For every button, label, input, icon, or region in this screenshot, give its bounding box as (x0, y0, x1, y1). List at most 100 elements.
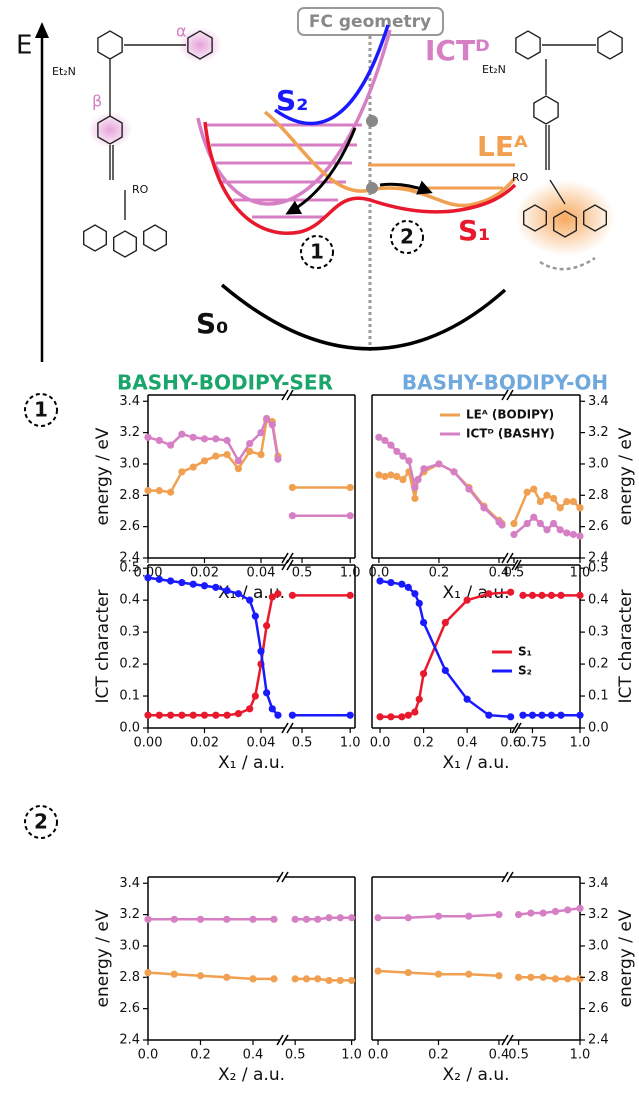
y-tick-label: 2.6 (588, 519, 609, 534)
y-tick-label: 0.2 (588, 657, 609, 672)
s0-curve (220, 283, 507, 351)
data-point (249, 975, 257, 983)
x-tick-label: 0.00 (134, 736, 163, 751)
fc-point (366, 115, 378, 127)
series-line (380, 590, 511, 719)
axis-break (286, 389, 294, 401)
data-point (291, 915, 299, 923)
data-point (420, 465, 428, 473)
x-tick-label: 1.0 (341, 1048, 362, 1063)
data-point (399, 452, 407, 460)
axis-break (514, 722, 522, 734)
molecule-label: RO (132, 183, 149, 196)
data-point (576, 711, 584, 719)
x-tick-label: 0.02 (190, 736, 219, 751)
x-axis-label: X₁ / a.u. (443, 753, 510, 773)
x-tick-label: 0.5 (504, 566, 525, 581)
x-axis-label: X₂ / a.u. (443, 1065, 510, 1085)
data-point (246, 705, 254, 713)
data-point (404, 711, 412, 719)
data-point (405, 457, 413, 465)
data-point (166, 711, 175, 719)
data-point (144, 711, 152, 719)
data-point (348, 914, 356, 922)
state-label: LEᴬ (477, 130, 528, 163)
energy-arrowhead (35, 22, 49, 38)
data-point (404, 969, 412, 977)
data-point (212, 452, 220, 460)
x-tick-label: 0.04 (247, 736, 276, 751)
y-tick-label: 0.0 (119, 721, 140, 736)
data-point (144, 433, 152, 441)
legend-label: LEᴬ (BODIPY) (466, 408, 554, 422)
data-point (398, 580, 406, 588)
data-point (551, 907, 560, 916)
data-point (212, 711, 220, 719)
data-point (166, 577, 175, 585)
y-tick-label: 3.0 (119, 938, 140, 953)
data-point (291, 975, 299, 983)
y-tick-label: 3.0 (588, 938, 609, 953)
data-point (302, 975, 311, 983)
energy-label: E (16, 31, 32, 61)
pathway-circle (390, 220, 424, 254)
column-title: BASHY-BODIPY-OH (402, 371, 608, 395)
state-label: S₁ (458, 214, 490, 247)
data-point (569, 530, 577, 539)
data-point (393, 472, 401, 481)
ring (583, 204, 607, 232)
data-point (411, 708, 419, 716)
data-point (514, 911, 523, 919)
data-point (495, 911, 503, 919)
x-axis-label: X₁ / a.u. (443, 583, 510, 603)
ring (97, 115, 123, 145)
data-point (530, 513, 538, 521)
data-point (419, 618, 428, 627)
axis-break (281, 389, 289, 401)
x-tick-label: 0.0 (369, 566, 390, 581)
data-point (556, 504, 564, 512)
data-point (257, 429, 265, 437)
x-tick-label: 0.4 (457, 736, 478, 751)
data-point (523, 488, 531, 496)
x-tick-label: 0.4 (489, 566, 510, 581)
data-point (346, 512, 354, 520)
ring (112, 230, 138, 258)
y-tick-label: 0.0 (588, 721, 609, 736)
data-point (257, 647, 265, 655)
data-point (536, 497, 544, 506)
data-point (325, 976, 333, 985)
data-point (557, 711, 565, 719)
data-point (411, 494, 419, 503)
data-point (530, 485, 538, 493)
y-tick-label: 2.4 (588, 1033, 609, 1048)
legend-label: S₁ (518, 645, 532, 659)
state-label: ICTᴰ (425, 34, 490, 67)
potential-curves (196, 24, 517, 351)
data-point (399, 476, 407, 484)
data-point (576, 591, 584, 599)
data-point (170, 970, 178, 978)
pathway-circle (300, 235, 334, 269)
axis-break (281, 722, 289, 734)
data-point (465, 912, 473, 920)
data-point (246, 439, 254, 448)
data-point (414, 476, 422, 484)
data-point (263, 689, 271, 697)
row-label: 1 (34, 398, 48, 422)
data-point (166, 441, 175, 449)
data-point (251, 692, 259, 700)
data-point (212, 435, 220, 443)
data-point (419, 670, 428, 678)
data-point (557, 591, 565, 599)
data-point (223, 711, 231, 719)
axis-break (276, 1034, 284, 1046)
row-circle (24, 805, 58, 839)
data-point (519, 591, 527, 599)
data-point (268, 593, 276, 601)
data-point (288, 483, 297, 492)
data-point (463, 695, 471, 703)
data-point (480, 504, 488, 512)
y-axis-label: energy / eV (616, 427, 636, 525)
data-point (547, 711, 556, 719)
